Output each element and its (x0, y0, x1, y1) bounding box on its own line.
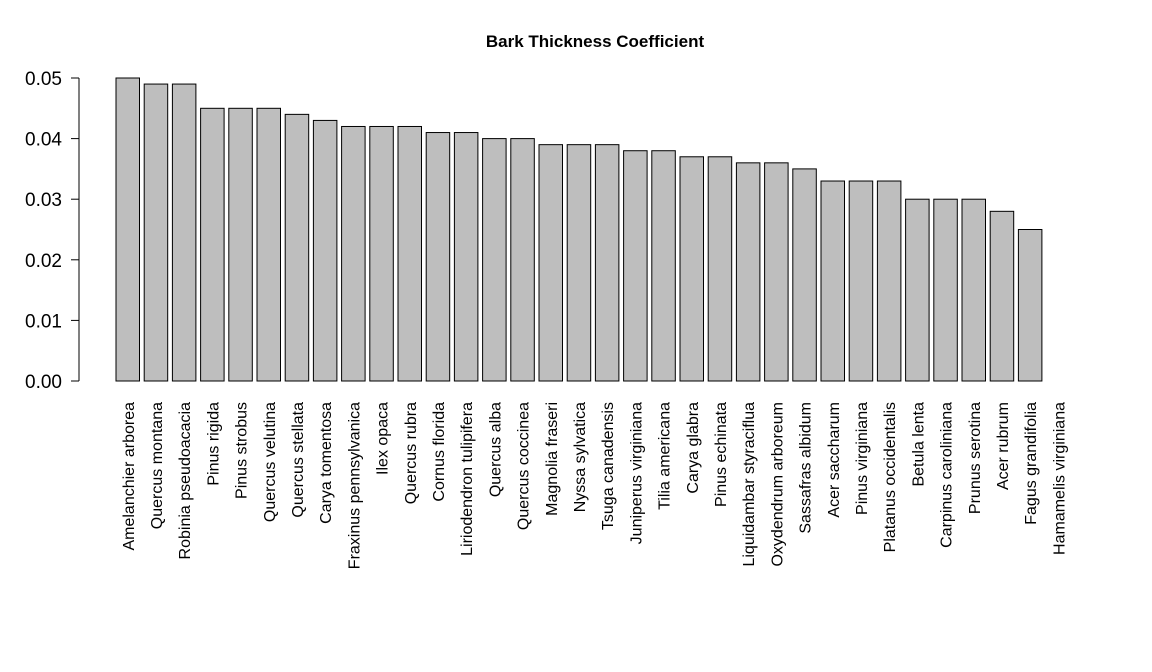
x-tick-label: Quercus rubra (403, 402, 420, 504)
bar (482, 138, 507, 382)
y-tick-label: 0.02 (25, 251, 62, 272)
x-tick-label: Quercus velutina (262, 402, 279, 522)
x-tick-label: Quercus coccinea (516, 402, 533, 530)
bar (961, 198, 986, 382)
bar (876, 180, 902, 382)
bars-group (115, 77, 1043, 382)
bar (764, 162, 789, 382)
bar (312, 119, 338, 382)
x-tick-label: Juniperus virginiana (628, 402, 645, 544)
bar (453, 132, 479, 382)
x-tick-label: Tilia americana (657, 402, 674, 510)
x-tick-label: Carpinus caroliniana (939, 402, 956, 548)
bar (341, 125, 366, 382)
bar (594, 144, 620, 382)
x-tick-label: Amelanchier arborea (121, 402, 138, 551)
x-tick-label: Fraxinus pennsylvanica (346, 402, 363, 569)
x-tick-label: Platanus occidentalis (882, 402, 899, 552)
x-tick-label: Ilex opaca (375, 402, 392, 475)
x-tick-label: Hamamelis virginiana (1051, 402, 1068, 555)
x-tick-label: Prunus serotina (967, 402, 984, 514)
x-tick-label: Quercus alba (487, 402, 504, 497)
x-tick-label: Fagus grandifolia (1023, 402, 1040, 525)
bar (397, 125, 422, 382)
x-tick-label: Pinus virginiana (854, 402, 871, 515)
bar (820, 180, 845, 382)
x-tick-label: Robinia pseudoacacia (177, 402, 194, 560)
x-tick-label: Cornus florida (431, 402, 448, 502)
x-tick-label: Tsuga canadensis (600, 402, 617, 530)
y-tick-label: 0.04 (25, 130, 62, 151)
y-tick-label: 0.05 (25, 69, 62, 90)
y-tick-label: 0.01 (25, 311, 62, 332)
bar (115, 77, 140, 382)
bar (369, 125, 394, 382)
bar (510, 138, 535, 382)
bar (792, 168, 817, 382)
bar (735, 162, 761, 382)
bar (848, 180, 874, 382)
bar (679, 156, 704, 382)
x-tick-label: Sassafras albidum (798, 402, 815, 534)
bar (425, 132, 451, 382)
x-tick-labels: Amelanchier arborea Quercus montana Robini… (121, 402, 1069, 569)
x-tick-label: Pinus rigida (205, 402, 222, 486)
y-axis: 0.00 0.01 0.02 0.03 0.04 0.05 (25, 69, 80, 393)
bar (228, 107, 253, 382)
x-tick-label: Quercus montana (149, 402, 166, 529)
x-tick-label: Liquidambar styraciflua (741, 402, 758, 567)
x-tick-label: Acer saccharum (826, 402, 843, 518)
x-tick-label: Acer rubrum (995, 402, 1012, 490)
x-tick-label: Magnolia fraseri (544, 402, 561, 516)
bar (933, 198, 958, 382)
bar (651, 150, 676, 382)
bar (566, 144, 592, 382)
x-tick-label: Quercus stellata (290, 402, 307, 518)
bar (1017, 229, 1043, 382)
x-tick-label: Nyssa sylvatica (572, 402, 589, 512)
bar (143, 83, 169, 382)
y-tick-label: 0.00 (25, 372, 62, 393)
chart-title: Bark Thickness Coefficient (486, 32, 705, 51)
bar (989, 210, 1015, 382)
x-tick-label: Carya glabra (685, 402, 702, 494)
y-tick-label: 0.03 (25, 190, 62, 211)
bar (200, 107, 225, 382)
bar (171, 83, 197, 382)
x-tick-label: Liriodendron tulipifera (459, 402, 476, 556)
bar (707, 156, 733, 382)
x-tick-label: Pinus strobus (234, 402, 251, 499)
x-tick-label: Oxydendrum arboreum (769, 402, 786, 567)
bar (256, 107, 281, 382)
x-tick-label: Betula lenta (910, 402, 927, 487)
x-tick-label: Pinus echinata (713, 402, 730, 507)
x-tick-label: Carya tomentosa (318, 402, 335, 524)
bar (538, 144, 563, 382)
bar (905, 198, 930, 382)
bar (623, 150, 648, 382)
bar (284, 113, 310, 382)
